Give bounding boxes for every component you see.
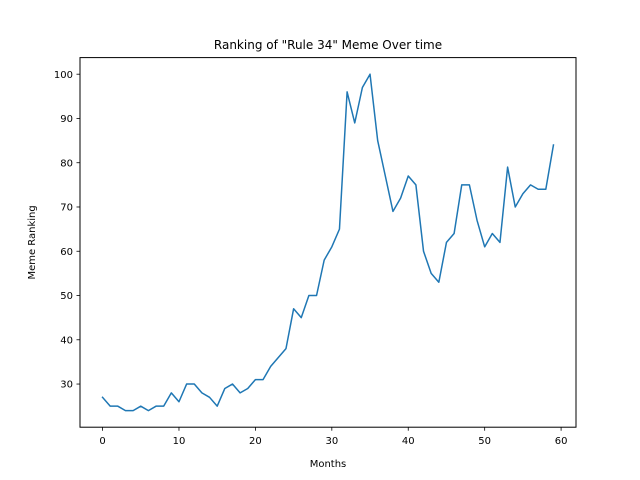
y-tick-label: 30 (60, 380, 73, 391)
series-line-0 (101, 73, 555, 412)
x-axis-label: Months (310, 459, 347, 470)
chart-title: Ranking of "Rule 34" Meme Over time (214, 38, 442, 52)
y-axis: 30 40 50 60 70 80 90 100 (54, 70, 80, 391)
y-tick-label: 60 (60, 247, 73, 258)
y-tick-label: 70 (60, 203, 73, 214)
x-tick-label: 10 (173, 436, 186, 447)
y-tick-label: 40 (60, 335, 73, 346)
x-tick-label: 20 (249, 436, 262, 447)
x-axis: 0 10 20 30 40 50 60 (99, 427, 567, 447)
y-tick-label: 100 (54, 70, 73, 81)
x-tick-label: 0 (99, 436, 105, 447)
y-axis-label: Meme Ranking (27, 205, 38, 279)
plot-content (101, 73, 555, 412)
y-tick-label: 80 (60, 158, 73, 169)
x-tick-label: 50 (478, 436, 491, 447)
x-tick-label: 40 (402, 436, 415, 447)
x-tick-label: 60 (555, 436, 568, 447)
plot-frame (79, 57, 577, 428)
y-tick-label: 90 (60, 114, 73, 125)
y-tick-label: 50 (60, 291, 73, 302)
x-tick-label: 30 (325, 436, 338, 447)
